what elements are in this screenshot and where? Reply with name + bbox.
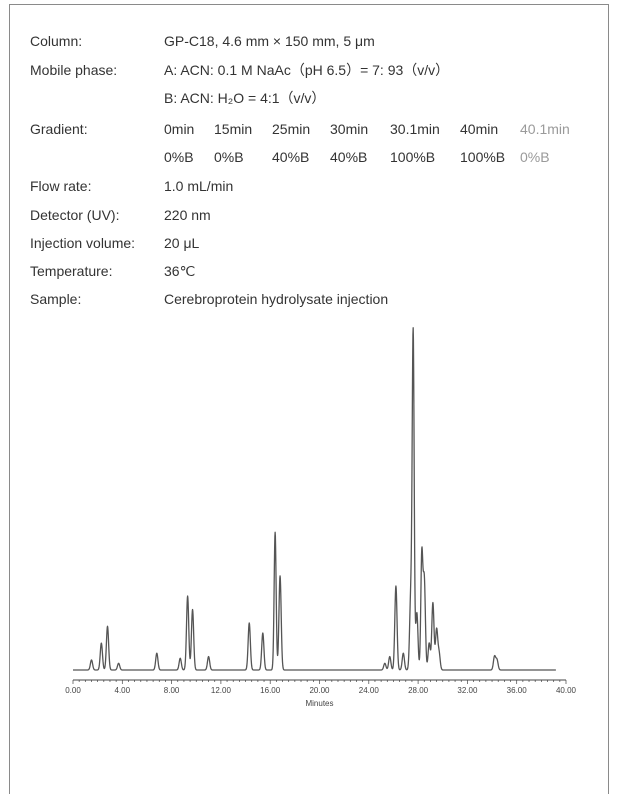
injection-volume-value: 20 μL: [164, 235, 200, 251]
gradient-percent: 40%B: [330, 149, 368, 165]
gradient-time: 30min: [330, 121, 369, 137]
gradient-time: 40min: [460, 121, 499, 137]
detector-value: 220 nm: [164, 207, 211, 223]
trace-group: [72, 327, 557, 671]
gradient-percent: 40%B: [272, 149, 310, 165]
gradient-time: 25min: [272, 121, 311, 137]
injection-volume-label: Injection volume:: [30, 235, 136, 251]
sample-value: Cerebroprotein hydrolysate injection: [164, 291, 389, 307]
x-axis-label: Minutes: [305, 699, 333, 708]
sample-label: Sample:: [30, 291, 82, 307]
figure-frame: [9, 4, 609, 794]
x-tick-label: 36.00: [507, 686, 528, 695]
x-tick-label: 16.00: [260, 686, 281, 695]
x-tick-label: 32.00: [457, 686, 478, 695]
detector-label: Detector (UV):: [30, 207, 120, 223]
gradient-percent: 0%B: [520, 149, 550, 165]
gradient-percent: 100%B: [460, 149, 506, 165]
gradient-percent: 0%B: [164, 149, 194, 165]
chromatogram: 0.00 4.00 8.00 12.00 16.00 20.00 24.00 28.00 32.…: [65, 327, 577, 708]
temperature-label: Temperature:: [30, 263, 113, 279]
x-tick-label: 8.00: [164, 686, 180, 695]
x-tick-label: 40.00: [556, 686, 577, 695]
mobile-phase-b: B: ACN: H₂O = 4:1（v/v）: [164, 90, 326, 106]
column-value: GP-C18, 4.6 mm × 150 mm, 5 μm: [164, 33, 375, 49]
x-tick-label: 0.00: [65, 686, 81, 695]
x-axis: 0.00 4.00 8.00 12.00 16.00 20.00 24.00 28.00 32.…: [65, 679, 577, 695]
x-tick-label: 12.00: [211, 686, 232, 695]
mobile-phase-label: Mobile phase:: [30, 62, 118, 78]
mobile-phase-a: A: ACN: 0.1 M NaAc（pH 6.5）= 7: 93（v/v）: [164, 62, 450, 78]
x-tick-label: 24.00: [359, 686, 380, 695]
x-tick-label: 28.00: [408, 686, 429, 695]
gradient-time: 40.1min: [520, 121, 570, 137]
x-tick-label: 4.00: [115, 686, 131, 695]
temperature-value: 36℃: [164, 263, 196, 279]
column-label: Column:: [30, 33, 83, 49]
flow-rate-value: 1.0 mL/min: [164, 178, 234, 194]
gradient-time: 30.1min: [390, 121, 440, 137]
gradient-time: 15min: [214, 121, 253, 137]
gradient-label: Gradient:: [30, 121, 88, 137]
chromatogram-trace: [72, 327, 557, 671]
gradient-percent: 0%B: [214, 149, 244, 165]
flow-rate-label: Flow rate:: [30, 178, 92, 194]
gradient-time: 0min: [164, 121, 195, 137]
gradient-percent: 100%B: [390, 149, 436, 165]
x-tick-label: 20.00: [309, 686, 330, 695]
